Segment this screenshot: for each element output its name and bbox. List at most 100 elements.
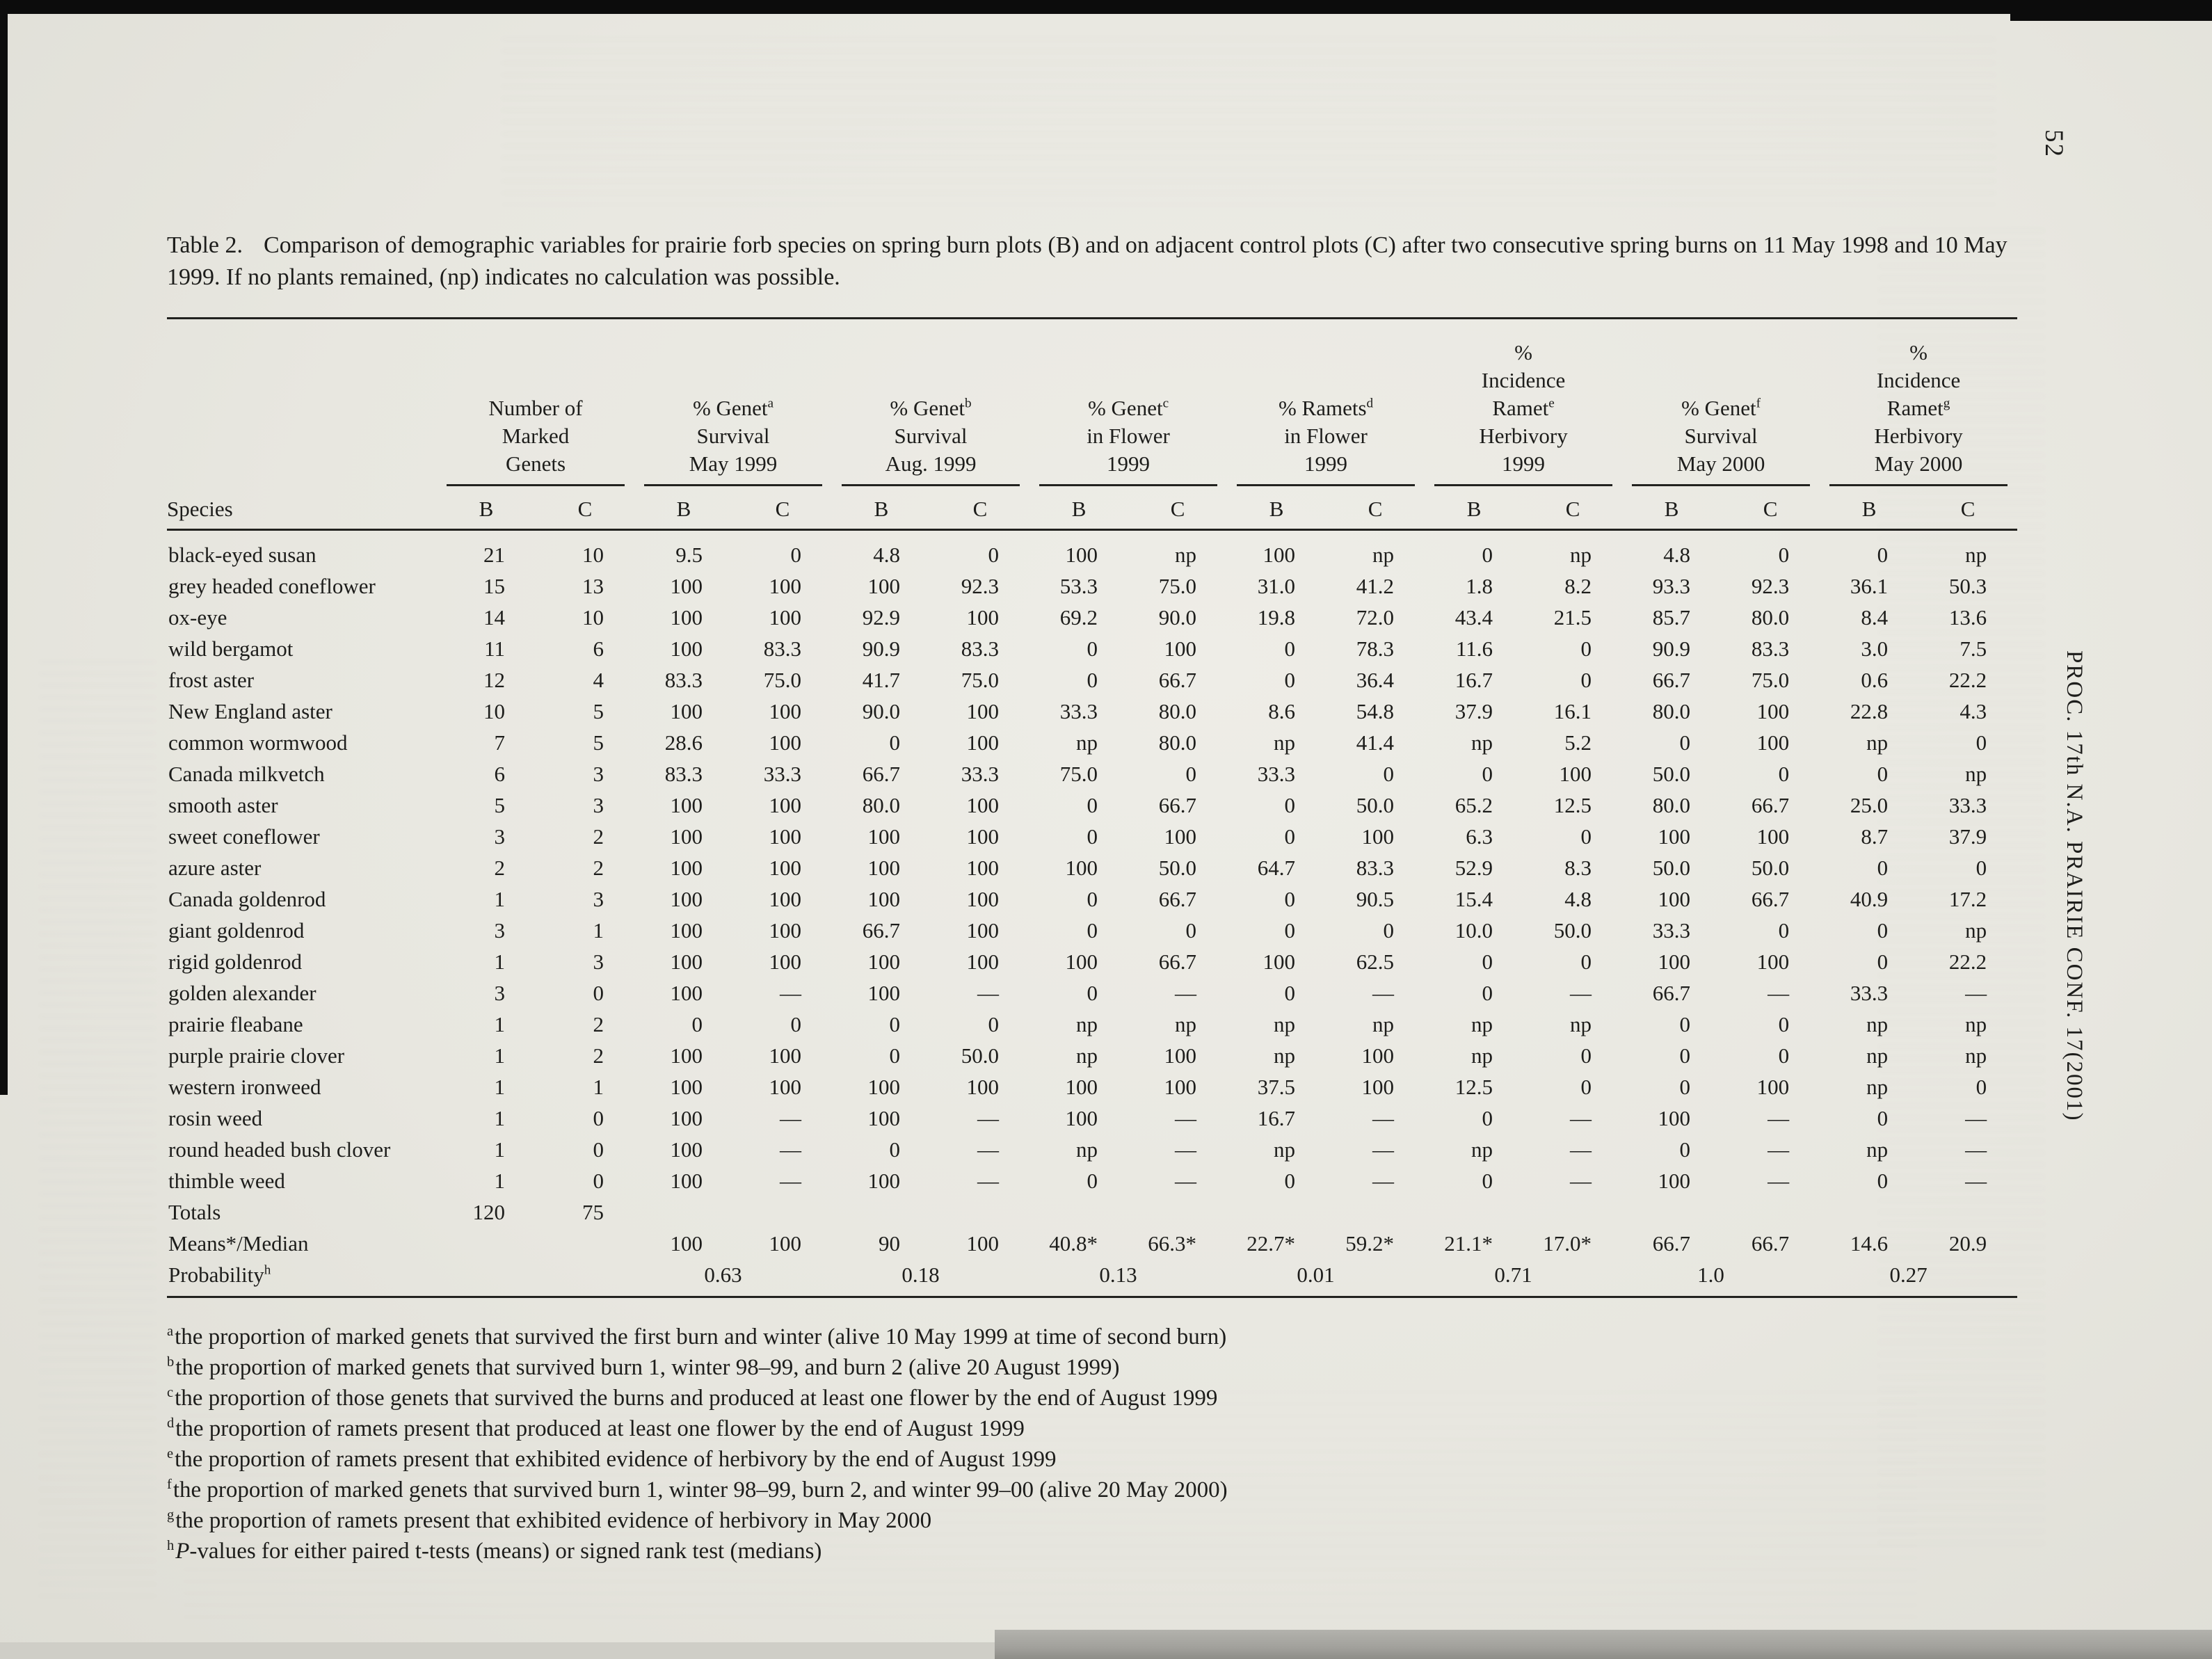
value-cell: 80.0 <box>1652 699 1691 723</box>
value-cell: 0 <box>889 1137 901 1162</box>
value-cell: np <box>1965 1012 1987 1036</box>
value-cell: np <box>1965 543 1987 567</box>
value-cell: 11.6 <box>1455 636 1493 661</box>
value-cell: 54.8 <box>1356 699 1395 723</box>
value-cell: 33.3 <box>1850 981 1889 1005</box>
value-cell: 100 <box>769 1043 802 1068</box>
value-cell: np <box>1076 1043 1098 1068</box>
value-cell: 100 <box>670 856 703 880</box>
value-cell: 2 <box>593 1043 604 1068</box>
value-cell: 0 <box>1580 636 1592 661</box>
value-cell: np <box>1965 1043 1987 1068</box>
species-cell: round headed bush clover <box>168 1137 391 1162</box>
value-cell: 0 <box>889 1012 901 1036</box>
table-caption-text: Comparison of demographic variables for … <box>167 232 2007 290</box>
value-cell: 14 <box>483 605 505 630</box>
value-cell: 93.3 <box>1652 574 1691 598</box>
value-cell: 0 <box>1778 918 1790 943</box>
value-cell: — <box>1570 1106 1592 1130</box>
value-cell: 100 <box>1164 1075 1197 1099</box>
value-cell: 3 <box>494 918 506 943</box>
value-cell: np <box>1471 1043 1493 1068</box>
value-cell: 90.5 <box>1356 887 1395 911</box>
scan-edge-top <box>0 0 2212 14</box>
value-cell: 0 <box>691 1012 703 1036</box>
value-cell: 100 <box>769 887 802 911</box>
value-cell: np <box>1866 1043 1889 1068</box>
value-cell: 0 <box>1877 1169 1889 1193</box>
value-cell: 22.8 <box>1850 699 1889 723</box>
table-row: thimble weed 1 0 100 — 100 — 0 — 0 — 0 — 100 — 0 — <box>167 1165 2017 1196</box>
value-cell: 41.2 <box>1356 574 1395 598</box>
footnote-h: hP-values for either paired t-tests (mea… <box>167 1538 822 1564</box>
value-cell: np <box>1076 1137 1098 1162</box>
species-cell: New England aster <box>168 699 332 723</box>
table-row: prairie fleabane 1 2 0 0 0 0 np np np np np np 0 0 np np <box>167 1009 2017 1040</box>
table-row: smooth aster 5 3 100 100 80.0 100 0 66.7 0 50.0 65.… <box>167 790 2017 821</box>
value-cell: np <box>1866 1137 1889 1162</box>
value-cell: 17.0* <box>1543 1231 1592 1256</box>
value-cell: 0 <box>790 543 802 567</box>
value-cell: 83.3 <box>961 636 1000 661</box>
value-cell: 0 <box>1482 1169 1493 1193</box>
value-cell: 100 <box>670 1106 703 1130</box>
table-row: sweet coneflower 3 2 100 100 100 100 0 100 0 100 6.… <box>167 821 2017 852</box>
subcol-B: B <box>1227 487 1327 531</box>
value-cell: 64.7 <box>1257 856 1296 880</box>
value-cell: 0 <box>593 981 604 1005</box>
value-cell: 72.0 <box>1356 605 1395 630</box>
value-cell: 0 <box>1087 636 1098 661</box>
value-cell: 0 <box>1284 793 1296 817</box>
value-cell <box>536 1228 634 1259</box>
value-cell: 1 <box>494 1075 506 1099</box>
value-cell: 6 <box>593 636 604 661</box>
species-cell: wild bergamot <box>168 636 294 661</box>
value-cell: 8.4 <box>1861 605 1889 630</box>
value-cell: 10.0 <box>1454 918 1493 943</box>
value-cell: 0 <box>1877 949 1889 974</box>
value-cell: 100 <box>867 856 901 880</box>
value-cell: 0 <box>1778 543 1790 567</box>
value-cell <box>437 1228 536 1259</box>
value-cell: 100 <box>670 981 703 1005</box>
value-cell: 33.3 <box>1652 918 1691 943</box>
value-cell: 41.4 <box>1356 730 1395 755</box>
value-cell: np <box>1866 1012 1889 1036</box>
value-cell: 100 <box>670 1137 703 1162</box>
value-cell: 100 <box>1756 730 1790 755</box>
value-cell: 8.7 <box>1861 824 1889 849</box>
value-cell: 33.3 <box>961 762 1000 786</box>
subcol-B: B <box>634 487 733 531</box>
subcol-C: C <box>1326 487 1425 531</box>
col-group-header: % Incidence Rametg Herbivory May 2000 <box>1820 319 2017 488</box>
value-cell: 83.3 <box>664 668 703 692</box>
value-cell: 36.1 <box>1850 574 1889 598</box>
species-cell: giant goldenrod <box>168 918 305 943</box>
value-cell: 21.1* <box>1444 1231 1493 1256</box>
value-cell: 0 <box>1482 1106 1493 1130</box>
value-cell: 0 <box>1284 668 1296 692</box>
value-cell: 100 <box>769 918 802 943</box>
species-cell: thimble weed <box>168 1169 285 1193</box>
value-cell: 33.3 <box>1059 699 1098 723</box>
col-group-header: % Genetf Survival May 2000 <box>1622 319 1820 488</box>
value-cell: 0 <box>1580 1043 1592 1068</box>
value-cell: np <box>1570 1012 1592 1036</box>
page-content: Table 2. Comparison of demographic variab… <box>167 230 2023 1566</box>
value-cell: 50.0 <box>1553 918 1592 943</box>
value-cell: 17.2 <box>1948 887 1987 911</box>
value-cell: 12.5 <box>1454 1075 1493 1099</box>
value-cell: 100 <box>670 824 703 849</box>
species-cell: Canada goldenrod <box>168 887 326 911</box>
value-cell: 80.0 <box>1652 793 1691 817</box>
value-cell: np <box>1274 730 1296 755</box>
subheader-row: Species B C B C B C B C B C B C B C B C <box>167 487 2018 531</box>
value-cell: 75.0 <box>1059 762 1098 786</box>
value-cell: 100 <box>670 1169 703 1193</box>
value-cell: 0 <box>1679 1137 1691 1162</box>
value-cell: 100 <box>867 981 901 1005</box>
value-cell: 0 <box>1679 1012 1691 1036</box>
value-cell: 0 <box>1580 1075 1592 1099</box>
value-cell: — <box>977 1169 1000 1193</box>
value-cell: 100 <box>670 1231 703 1256</box>
